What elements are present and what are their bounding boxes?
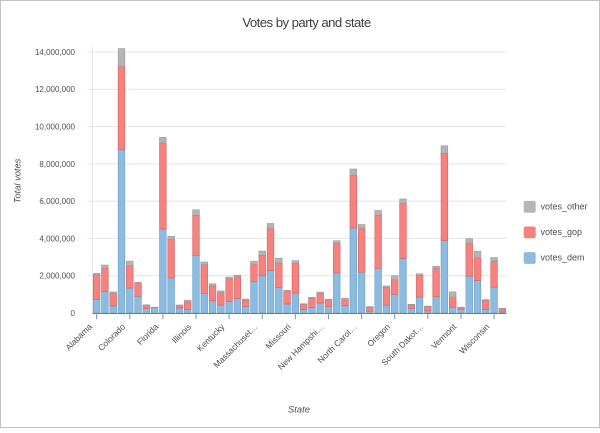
svg-text:6,000,000: 6,000,000 [39,197,75,206]
svg-text:8,000,000: 8,000,000 [39,160,75,169]
svg-text:votes_dem: votes_dem [541,253,585,263]
svg-text:2,000,000: 2,000,000 [39,272,75,281]
svg-text:10,000,000: 10,000,000 [35,122,76,131]
svg-text:12,000,000: 12,000,000 [35,85,76,94]
svg-text:0: 0 [71,309,76,318]
svg-text:14,000,000: 14,000,000 [35,48,76,57]
svg-text:votes_other: votes_other [541,201,588,211]
svg-text:votes_gop: votes_gop [541,227,583,237]
svg-text:4,000,000: 4,000,000 [39,234,75,243]
svg-text:Total votes: Total votes [13,158,23,203]
svg-text:Votes by party and state: Votes by party and state [242,15,371,30]
svg-text:State: State [288,404,310,415]
